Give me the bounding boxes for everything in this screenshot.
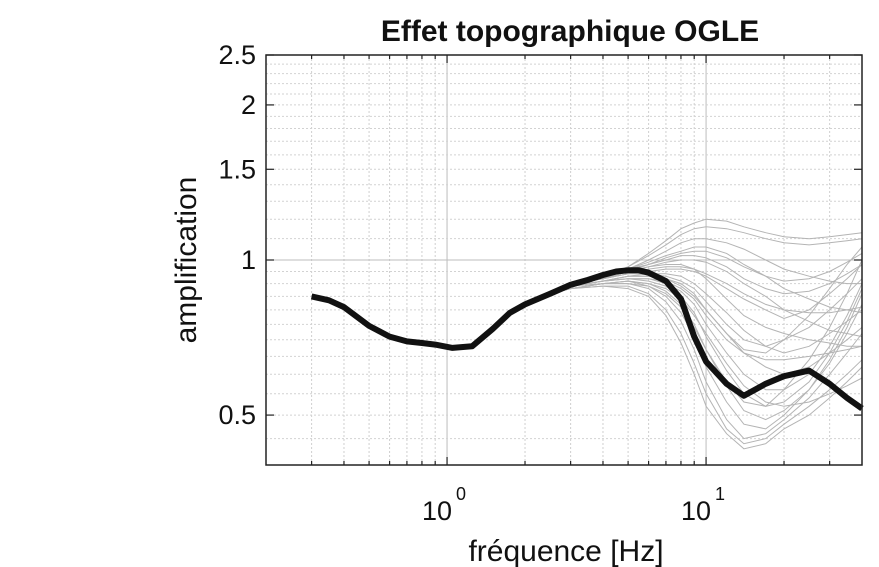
x-tick-label: 10: [681, 496, 711, 526]
background-curve-22: [549, 246, 863, 354]
axes: [265, 54, 863, 466]
background-curve-16: [549, 278, 863, 361]
background-curve-13: [549, 283, 863, 440]
x-axis-label: fréquence [Hz]: [468, 535, 663, 567]
y-tick-label: 1: [241, 245, 256, 275]
chart-title: Effet topographique OGLE: [381, 15, 759, 48]
y-axis-label: amplification: [170, 177, 203, 344]
background-curve-14: [549, 285, 863, 445]
x-tick-label-exponent: 1: [715, 484, 725, 504]
background-curve-23: [549, 259, 863, 407]
x-tick-label-exponent: 0: [456, 484, 466, 504]
main-series: [310, 267, 864, 411]
x-tick-label: 10: [422, 496, 452, 526]
y-tick-label: 0.5: [218, 400, 256, 430]
y-tick-label: 2.5: [218, 40, 256, 70]
main-curve: [310, 267, 864, 411]
y-tick-label: 2: [241, 90, 256, 120]
grid: [265, 54, 863, 466]
background-curve-21: [549, 266, 863, 314]
y-tick-label: 1.5: [218, 154, 256, 184]
background-curve-15: [549, 285, 863, 450]
